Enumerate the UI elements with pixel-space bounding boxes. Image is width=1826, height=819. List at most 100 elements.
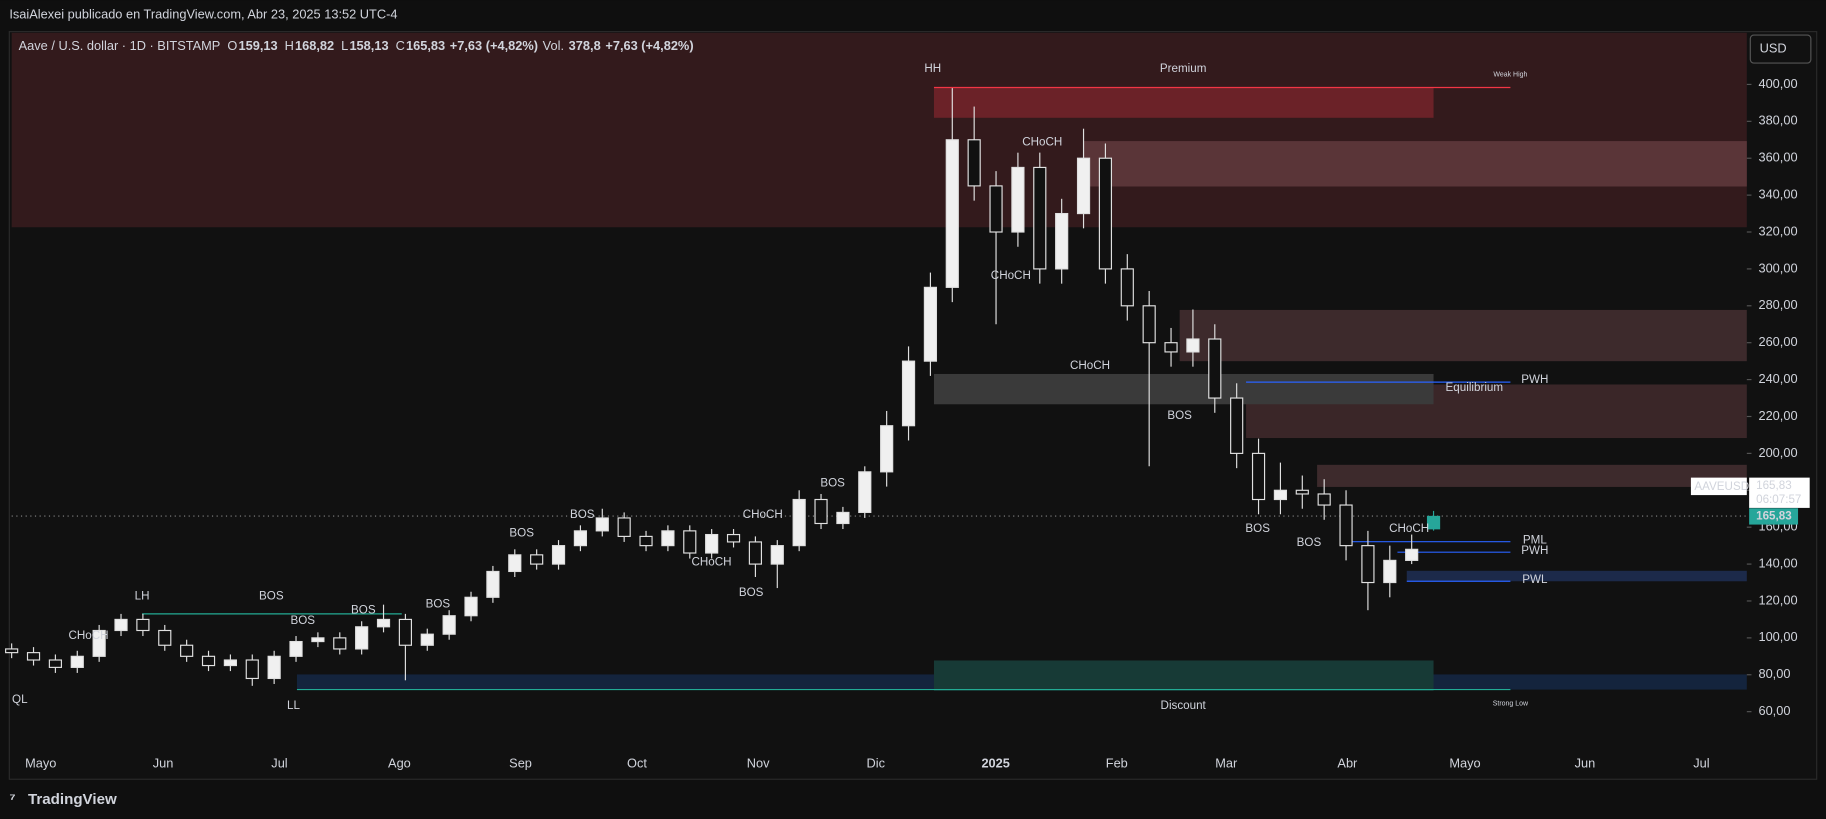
candle-body <box>1011 166 1025 233</box>
y-tick-label: 360,00 <box>1758 150 1797 165</box>
candle-body <box>201 655 216 667</box>
legend-text: O <box>227 38 237 53</box>
candle-body <box>180 644 194 657</box>
x-tick-label: Jun <box>1575 755 1596 770</box>
candle-body <box>92 629 106 657</box>
x-tick-label: Jun <box>153 755 174 770</box>
x-tick-label: Mar <box>1215 755 1238 770</box>
legend-text: 159,13 <box>238 38 277 53</box>
annotation: PWL <box>1522 573 1548 586</box>
candle-body <box>486 570 500 598</box>
annotation: LL <box>287 699 300 712</box>
candle-body <box>1361 545 1375 584</box>
y-tick-label: 220,00 <box>1758 408 1797 423</box>
candle-body <box>5 648 19 654</box>
x-tick-label: Nov <box>747 755 770 770</box>
zone <box>933 87 1434 118</box>
legend-text: C <box>396 38 405 53</box>
annotation: Strong Low <box>1493 700 1529 707</box>
x-tick-label: Mayo <box>1449 755 1480 770</box>
candle-body <box>726 533 741 543</box>
candle-body <box>573 530 588 547</box>
annotation: CHoCH <box>1022 135 1062 148</box>
equilibrium-zone <box>933 373 1434 405</box>
annotation: BOS <box>1167 409 1192 422</box>
zones <box>11 32 1747 691</box>
y-tick-label: 340,00 <box>1758 186 1797 201</box>
candle-body <box>814 498 828 525</box>
y-tick-label: 320,00 <box>1758 223 1797 238</box>
candle-body <box>508 554 522 573</box>
last-price-bg <box>1749 508 1799 525</box>
y-tick-label: 200,00 <box>1758 445 1797 460</box>
annotation: CHoCH <box>743 508 783 521</box>
candle-body <box>639 535 653 547</box>
y-tick-label: 140,00 <box>1758 555 1797 570</box>
legend-text: +7,63 (+4,82%) <box>605 38 693 53</box>
candle-body <box>1098 157 1113 270</box>
candle-body <box>1055 212 1069 270</box>
zone <box>1179 309 1747 362</box>
candle-body <box>1120 268 1134 307</box>
candle-body <box>1251 452 1266 501</box>
candle-body <box>945 139 959 288</box>
annotation: CHoCH <box>68 629 108 642</box>
candle-body <box>880 425 894 473</box>
legend-text: H <box>285 38 294 53</box>
candle-body <box>464 596 478 617</box>
currency-button[interactable] <box>1749 34 1812 64</box>
candle-body <box>1405 548 1419 561</box>
annotation: Discount <box>1161 699 1207 712</box>
annotation: BOS <box>820 477 845 490</box>
legend-text: 165,83 <box>406 38 445 53</box>
candle-body <box>923 286 938 362</box>
price-tag: 165,83 <box>1756 479 1792 492</box>
annotation: BOS <box>351 603 376 616</box>
x-tick-label: 2025 <box>981 755 1009 770</box>
candle-body <box>661 530 675 547</box>
candle-body <box>1317 493 1331 506</box>
annotation: BOS <box>1297 536 1322 549</box>
x-tick-label: Abr <box>1337 755 1358 770</box>
x-tick-label: Jul <box>271 755 287 770</box>
annotation: CHoCH <box>1070 359 1110 372</box>
candle-body <box>967 139 981 187</box>
candle-body <box>858 471 872 514</box>
candle-body <box>1295 489 1309 495</box>
candle-body <box>683 530 697 554</box>
symbol-tag: AAVEUSD <box>1694 480 1749 493</box>
annotation: BOS <box>509 527 534 540</box>
candle-body <box>792 498 806 547</box>
annotation: LH <box>135 589 150 602</box>
candle-body <box>442 615 456 635</box>
premium-zone <box>11 32 1747 228</box>
currency: USD <box>1760 40 1787 55</box>
annotation: CHoCH <box>991 269 1031 282</box>
candle-body <box>1426 515 1441 530</box>
candle-body <box>1339 504 1353 547</box>
annotation: CHoCH <box>692 556 732 569</box>
annotation: BOS <box>290 614 315 627</box>
candle-body <box>617 517 631 537</box>
candle-body <box>1033 166 1047 270</box>
candle-body <box>311 637 325 643</box>
legend-text: 168,82 <box>295 38 334 53</box>
candle-body <box>705 533 719 554</box>
annotation: BOS <box>259 589 284 602</box>
candle-body <box>595 517 609 532</box>
footer-brand: TradingView <box>28 791 117 808</box>
y-tick-label: 260,00 <box>1758 334 1797 349</box>
annotation: Equilibrium <box>1446 381 1504 394</box>
legend-text: 378,8 <box>569 38 601 53</box>
annotation: PML <box>1523 534 1547 547</box>
annotation: BOS <box>739 586 764 599</box>
candle-body <box>26 652 41 661</box>
candle-body <box>748 541 763 565</box>
candle-body <box>1076 157 1091 215</box>
candle-body <box>245 659 259 680</box>
candle-body <box>48 659 62 668</box>
annotation: BOS <box>1245 522 1270 535</box>
y-tick-label: 280,00 <box>1758 297 1797 312</box>
y-tick-label: 400,00 <box>1758 76 1797 91</box>
candle-body <box>398 618 413 646</box>
